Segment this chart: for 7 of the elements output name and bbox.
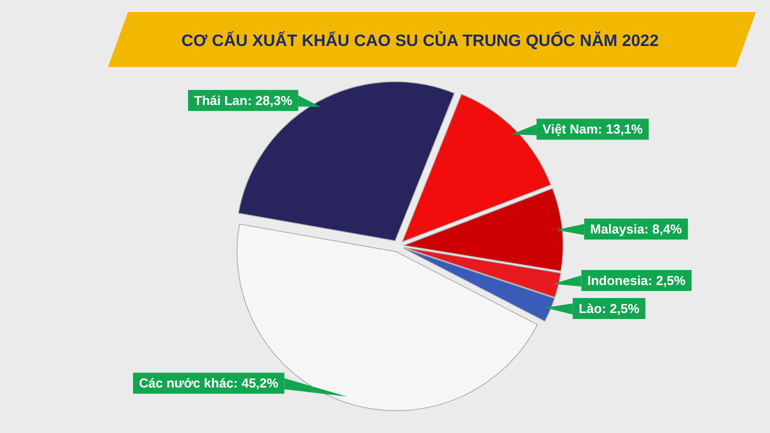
chart-title: CƠ CẤU XUẤT KHẨU CAO SU CỦA TRUNG QUỐC NĂM 2022 (181, 31, 659, 50)
slice-label: Thái Lan: 28,3% (194, 92, 293, 108)
slice-label: Việt Nam: 13,1% (542, 122, 644, 137)
slice-label: Lào: 2,5% (578, 300, 640, 316)
slice-label: Malaysia: 8,4% (590, 222, 682, 237)
slice-label: Indonesia: 2,5% (587, 272, 686, 288)
slice-label: Các nước khác: 45,2% (139, 376, 279, 391)
